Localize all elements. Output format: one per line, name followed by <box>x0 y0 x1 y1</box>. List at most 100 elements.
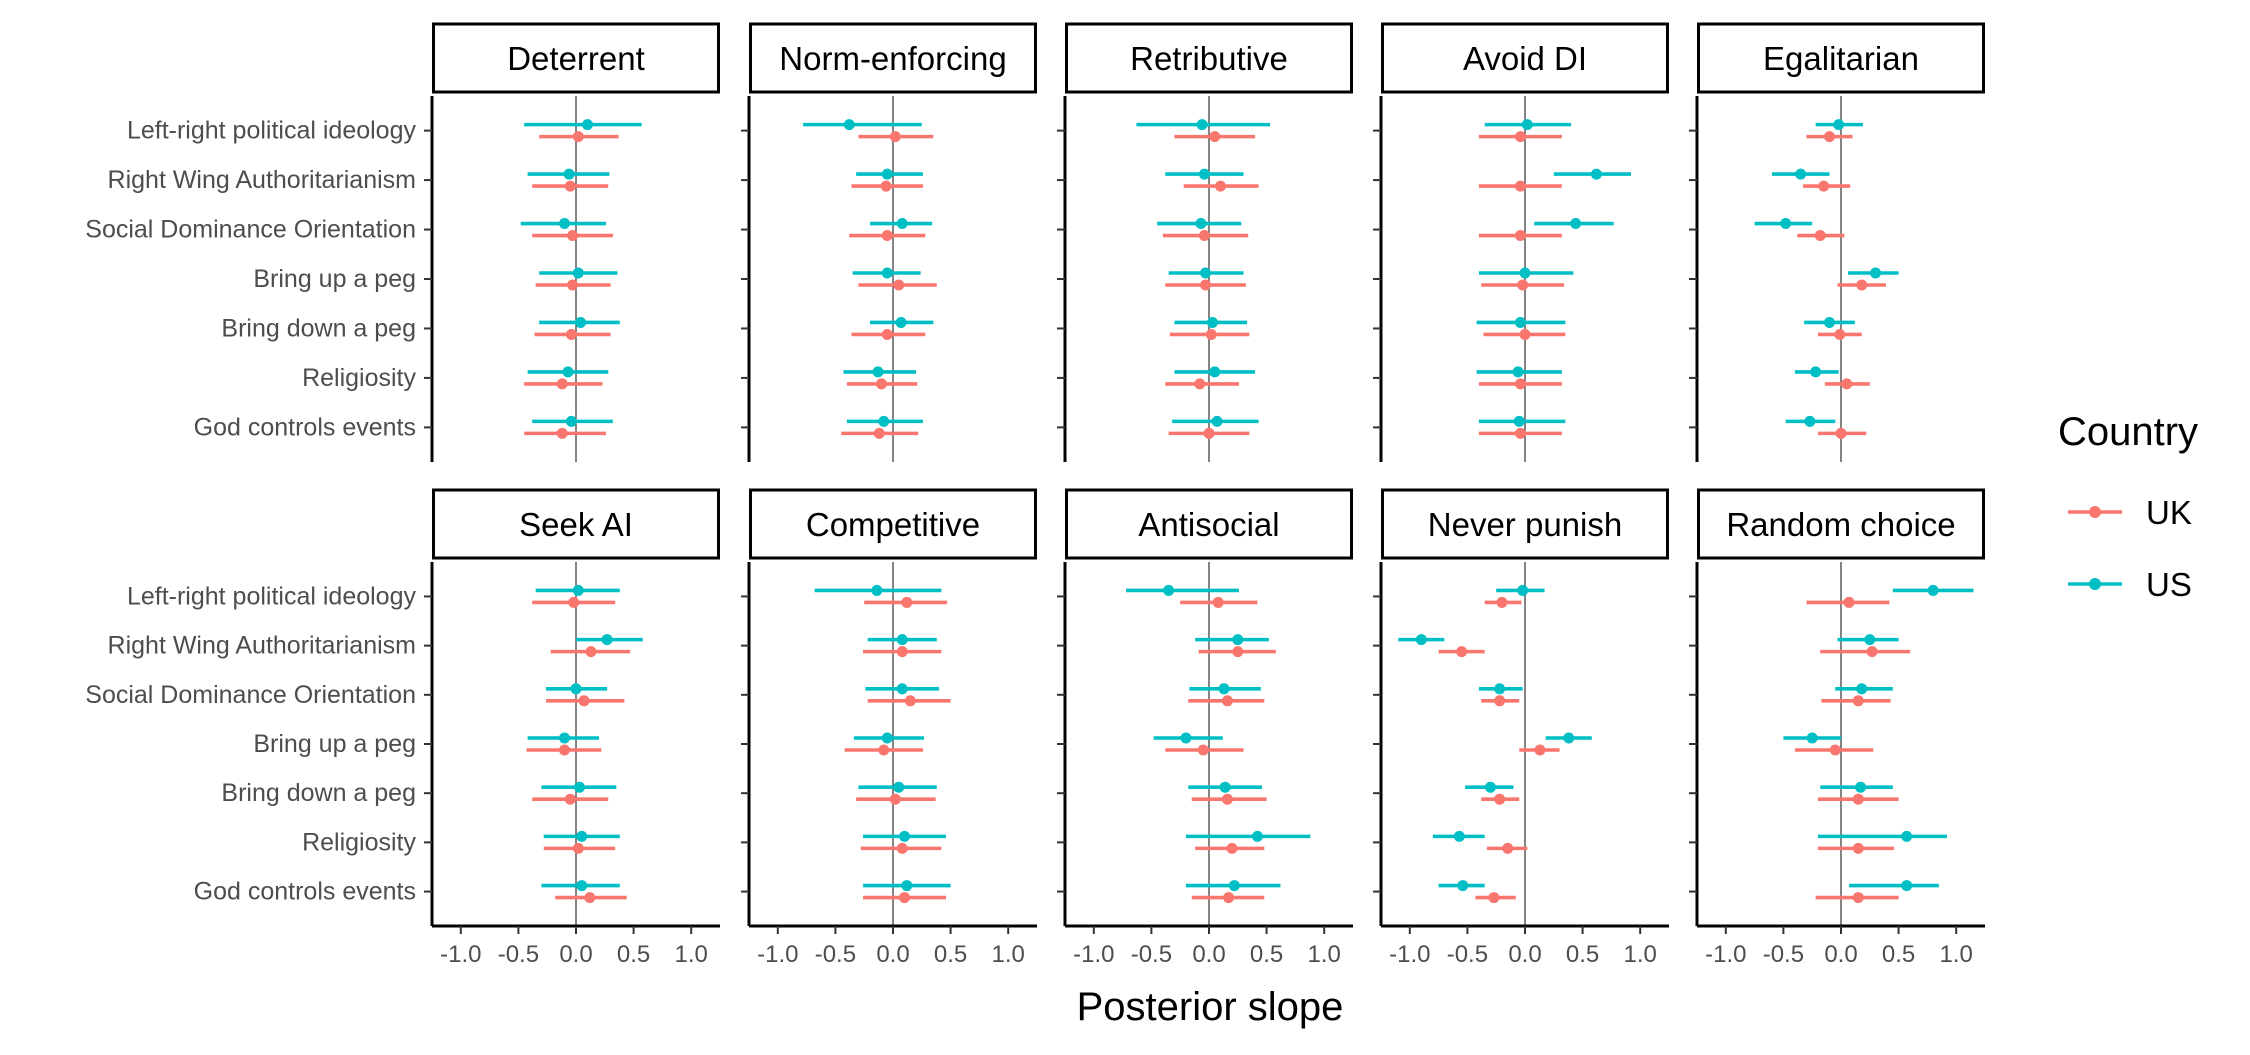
y-tick-label: Left-right political ideology <box>127 117 417 145</box>
facet-strip <box>1697 488 1985 560</box>
point-estimate <box>1519 328 1531 340</box>
facet-title: Never punish <box>1428 506 1622 543</box>
y-tick-label: God controls events <box>194 878 416 906</box>
facet-strip <box>1381 22 1669 94</box>
point-estimate <box>1517 279 1529 291</box>
point-estimate <box>1209 131 1221 143</box>
y-tick-label: Social Dominance Orientation <box>85 216 416 244</box>
y-tick-label: Bring down a peg <box>221 779 416 807</box>
point-estimate <box>1852 892 1864 904</box>
point-estimate <box>1206 316 1218 328</box>
x-tick-label: 0.0 <box>1824 941 1857 968</box>
point-estimate <box>878 415 890 427</box>
point-estimate <box>1228 880 1240 892</box>
facet-title: Seek AI <box>519 506 633 543</box>
point-estimate <box>1833 119 1845 131</box>
point-estimate <box>1852 793 1864 805</box>
y-tick-label: Right Wing Authoritarianism <box>108 632 416 660</box>
point-estimate <box>1209 366 1221 378</box>
y-tick-label: Religiosity <box>302 828 416 856</box>
x-tick-label: 0.5 <box>1882 941 1915 968</box>
x-tick-label: -1.0 <box>757 941 798 968</box>
point-estimate <box>1221 695 1233 707</box>
point-estimate <box>1494 695 1506 707</box>
point-estimate <box>1855 781 1867 793</box>
facet-title: Random choice <box>1726 506 1955 543</box>
x-tick-label: -1.0 <box>1389 941 1430 968</box>
point-estimate <box>575 316 587 328</box>
point-estimate <box>564 180 576 192</box>
facet-strip <box>749 22 1037 94</box>
point-estimate <box>1810 366 1822 378</box>
point-estimate <box>871 584 883 596</box>
facet-title: Retributive <box>1130 40 1288 77</box>
point-estimate <box>572 267 584 279</box>
point-estimate <box>582 119 594 131</box>
point-estimate <box>1514 230 1526 242</box>
point-estimate <box>896 683 908 695</box>
point-estimate <box>1514 316 1526 328</box>
point-estimate <box>576 830 588 842</box>
point-estimate <box>1195 218 1207 230</box>
facet-title: Egalitarian <box>1763 40 1919 77</box>
point-estimate <box>893 279 905 291</box>
point-estimate <box>881 230 893 242</box>
point-estimate <box>896 218 908 230</box>
point-estimate <box>568 596 580 608</box>
x-tick-label: 0.0 <box>1192 941 1225 968</box>
x-tick-label: -0.5 <box>815 941 856 968</box>
y-tick-label: Religiosity <box>302 364 416 392</box>
x-axis-label: Posterior slope <box>1077 985 1344 1029</box>
x-tick-label: -0.5 <box>498 941 539 968</box>
point-estimate <box>889 131 901 143</box>
point-estimate <box>896 646 908 658</box>
point-estimate <box>1494 683 1506 695</box>
point-estimate <box>881 168 893 180</box>
point-estimate <box>1841 378 1853 390</box>
point-estimate <box>558 744 570 756</box>
point-estimate <box>1194 378 1206 390</box>
point-estimate <box>1488 892 1500 904</box>
point-estimate <box>1852 695 1864 707</box>
point-estimate <box>1514 427 1526 439</box>
point-estimate <box>1806 732 1818 744</box>
point-estimate <box>1196 119 1208 131</box>
point-estimate <box>1517 584 1529 596</box>
point-estimate <box>585 646 597 658</box>
point-estimate <box>1514 180 1526 192</box>
point-estimate <box>565 328 577 340</box>
x-tick-label: 0.5 <box>1250 941 1283 968</box>
point-estimate <box>1590 168 1602 180</box>
x-tick-label: 1.0 <box>1940 941 1973 968</box>
legend-key-point <box>2089 578 2101 590</box>
point-estimate <box>572 842 584 854</box>
point-estimate <box>881 328 893 340</box>
point-estimate <box>843 119 855 131</box>
point-estimate <box>1834 328 1846 340</box>
point-estimate <box>1514 378 1526 390</box>
point-estimate <box>1219 781 1231 793</box>
point-estimate <box>1200 267 1212 279</box>
point-estimate <box>904 695 916 707</box>
point-estimate <box>565 415 577 427</box>
legend-title: Country <box>2058 410 2198 454</box>
x-tick-label: 0.5 <box>1566 941 1599 968</box>
point-estimate <box>562 366 574 378</box>
point-estimate <box>1232 634 1244 646</box>
y-tick-label: Social Dominance Orientation <box>85 681 416 709</box>
point-estimate <box>567 279 579 291</box>
point-estimate <box>576 880 588 892</box>
point-estimate <box>1823 131 1835 143</box>
point-estimate <box>1870 267 1882 279</box>
point-estimate <box>1203 427 1215 439</box>
point-estimate <box>1901 830 1913 842</box>
point-estimate <box>1484 781 1496 793</box>
point-estimate <box>1795 168 1807 180</box>
point-estimate <box>1843 596 1855 608</box>
point-estimate <box>880 180 892 192</box>
point-estimate <box>1251 830 1263 842</box>
point-estimate <box>872 366 884 378</box>
facet-title: Avoid DI <box>1463 40 1587 77</box>
point-estimate <box>1856 683 1868 695</box>
point-estimate <box>1829 744 1841 756</box>
